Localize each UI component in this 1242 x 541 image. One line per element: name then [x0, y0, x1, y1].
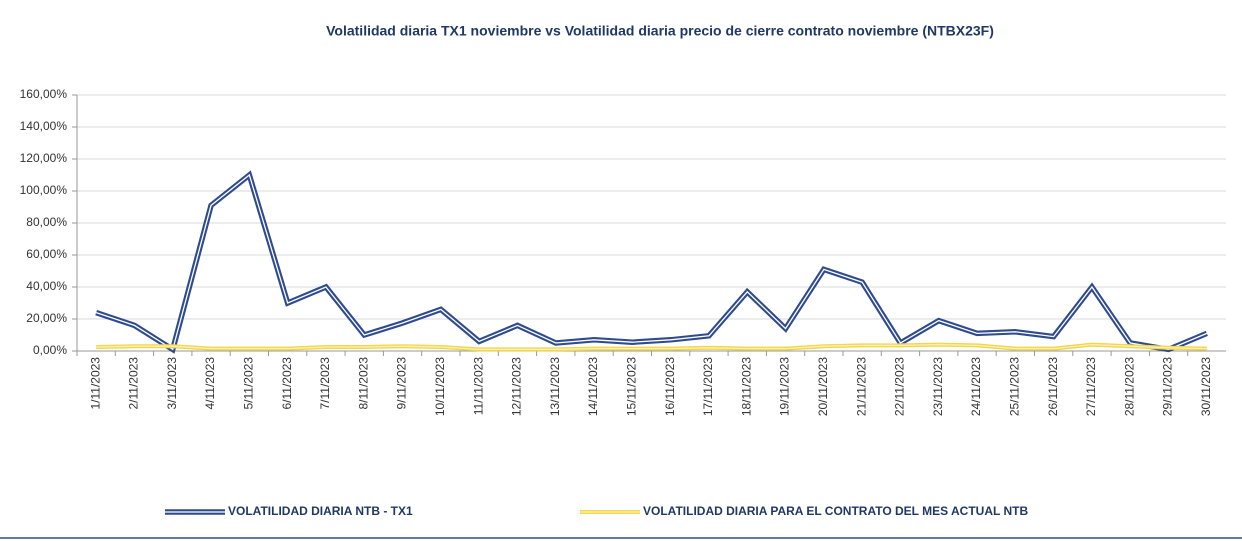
y-tick-label: 120,00%: [20, 151, 68, 165]
y-tick-label: 80,00%: [26, 215, 67, 229]
x-tick-label: 2/11/2023: [127, 357, 141, 410]
x-tick-label: 12/11/2023: [510, 357, 524, 416]
x-tick-label: 3/11/2023: [165, 357, 179, 410]
x-tick-label: 27/11/2023: [1084, 357, 1098, 416]
y-tick-label: 160,00%: [20, 87, 68, 101]
x-tick-label: 28/11/2023: [1122, 357, 1136, 416]
series-line-inner: [95, 173, 1208, 351]
y-tick-label: 60,00%: [26, 247, 67, 261]
x-tick-label: 23/11/2023: [931, 357, 945, 416]
x-tick-label: 16/11/2023: [663, 357, 677, 416]
x-tick-label: 29/11/2023: [1161, 357, 1175, 416]
x-tick-label: 6/11/2023: [280, 357, 294, 410]
x-tick-label: 4/11/2023: [203, 357, 217, 410]
x-tick-label: 1/11/2023: [88, 357, 102, 410]
series-line: [95, 170, 1208, 354]
x-tick-label: 9/11/2023: [395, 357, 409, 410]
x-tick-label: 7/11/2023: [318, 357, 332, 410]
x-tick-label: 24/11/2023: [969, 357, 983, 416]
y-tick-label: 20,00%: [26, 311, 67, 325]
x-tick-label: 11/11/2023: [471, 357, 485, 416]
x-tick-label: 30/11/2023: [1199, 357, 1213, 416]
x-tick-label: 22/11/2023: [893, 357, 907, 416]
x-tick-label: 17/11/2023: [701, 357, 715, 416]
x-tick-label: 25/11/2023: [1008, 357, 1022, 416]
x-tick-label: 26/11/2023: [1046, 357, 1060, 416]
x-tick-label: 21/11/2023: [854, 357, 868, 416]
x-tick-label: 18/11/2023: [739, 357, 753, 416]
x-tick-label: 8/11/2023: [356, 357, 370, 410]
y-tick-label: 0,00%: [33, 343, 67, 357]
x-tick-label: 15/11/2023: [625, 357, 639, 416]
series-line-inner: [96, 343, 1207, 351]
legend-label: VOLATILIDAD DIARIA NTB - TX1: [228, 504, 413, 518]
x-tick-label: 20/11/2023: [816, 357, 830, 416]
chart-title: Volatilidad diaria TX1 noviembre vs Vola…: [326, 23, 994, 39]
x-tick-label: 10/11/2023: [433, 357, 447, 416]
y-tick-label: 100,00%: [20, 183, 68, 197]
x-tick-label: 5/11/2023: [242, 357, 256, 410]
x-tick-label: 14/11/2023: [586, 357, 600, 416]
x-tick-label: 19/11/2023: [778, 357, 792, 416]
y-tick-label: 40,00%: [26, 279, 67, 293]
legend-label: VOLATILIDAD DIARIA PARA EL CONTRATO DEL …: [643, 504, 1028, 518]
x-tick-label: 13/11/2023: [548, 357, 562, 416]
y-tick-label: 140,00%: [20, 119, 68, 133]
